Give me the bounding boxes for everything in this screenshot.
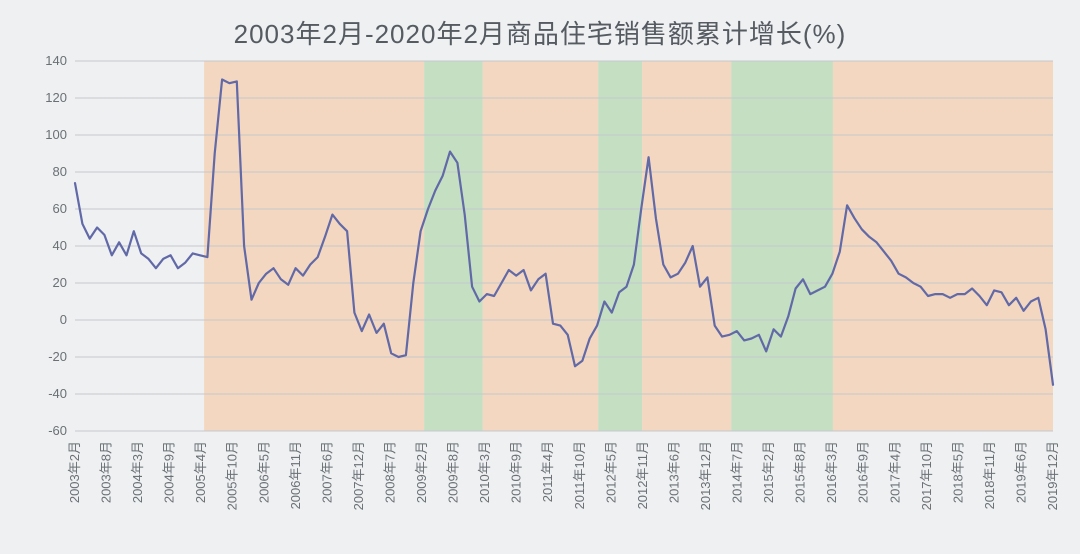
x-tick-label: 2004年3月 [130, 441, 145, 503]
x-tick-label: 2012年5月 [603, 441, 618, 503]
chart-container: 2003年2月-2020年2月商品住宅销售额累计增长(%) -60 -40 -20 0… [15, 0, 1065, 554]
y-tick-label: 120 [45, 90, 67, 105]
x-tick-label: 2010年9月 [509, 441, 524, 503]
y-tick-label: -20 [48, 349, 67, 364]
x-tick-label: 2016年9月 [856, 441, 871, 503]
x-tick-label: 2009年2月 [414, 441, 429, 503]
x-tick-label: 2003年2月 [67, 441, 82, 503]
x-tick-label: 2007年12月 [351, 441, 366, 510]
x-tick-label: 2017年4月 [887, 441, 902, 503]
x-tick-label: 2019年12月 [1045, 441, 1060, 510]
y-tick-label: 0 [60, 312, 67, 327]
x-tick-label: 2016年3月 [824, 441, 839, 503]
x-tick-label: 2013年6月 [666, 441, 681, 503]
x-tick-label: 2011年4月 [540, 441, 555, 502]
x-tick-label: 2011年10月 [572, 441, 587, 509]
x-tick-label: 2005年10月 [225, 441, 240, 510]
y-tick-label: -60 [48, 423, 67, 438]
y-tick-label: 100 [45, 127, 67, 142]
x-tick-label: 2003年8月 [99, 441, 114, 503]
x-tick-label: 2014年7月 [730, 441, 745, 503]
x-tick-label: 2015年8月 [793, 441, 808, 503]
x-tick-label: 2015年2月 [761, 441, 776, 503]
y-tick-label: 60 [53, 201, 67, 216]
x-tick-label: 2017年10月 [919, 441, 934, 510]
x-tick-label: 2010年3月 [477, 441, 492, 503]
x-tick-label: 2018年11月 [982, 441, 997, 509]
x-tick-label: 2019年6月 [1013, 441, 1028, 503]
y-tick-label: 20 [53, 275, 67, 290]
y-tick-label: -40 [48, 386, 67, 401]
y-tick-label: 40 [53, 238, 67, 253]
x-tick-label: 2006年5月 [256, 441, 271, 503]
line-chart: -60 -40 -20 0 20 40 60 80 100 120 140 2003年2月 2003年8… [15, 51, 1065, 541]
y-tick-label: 140 [45, 53, 67, 68]
x-tick-label: 2009年8月 [446, 441, 461, 503]
x-tick-label: 2013年12月 [698, 441, 713, 510]
y-tick-label: 80 [53, 164, 67, 179]
x-tick-label: 2005年4月 [193, 441, 208, 503]
x-tick-label: 2008年7月 [382, 441, 397, 503]
x-tick-label: 2007年6月 [319, 441, 334, 503]
x-tick-label: 2018年5月 [950, 441, 965, 503]
chart-title: 2003年2月-2020年2月商品住宅销售额累计增长(%) [15, 0, 1065, 51]
x-tick-label: 2004年9月 [162, 441, 177, 503]
x-tick-label: 2006年11月 [288, 441, 303, 509]
x-tick-label: 2012年11月 [635, 441, 650, 509]
